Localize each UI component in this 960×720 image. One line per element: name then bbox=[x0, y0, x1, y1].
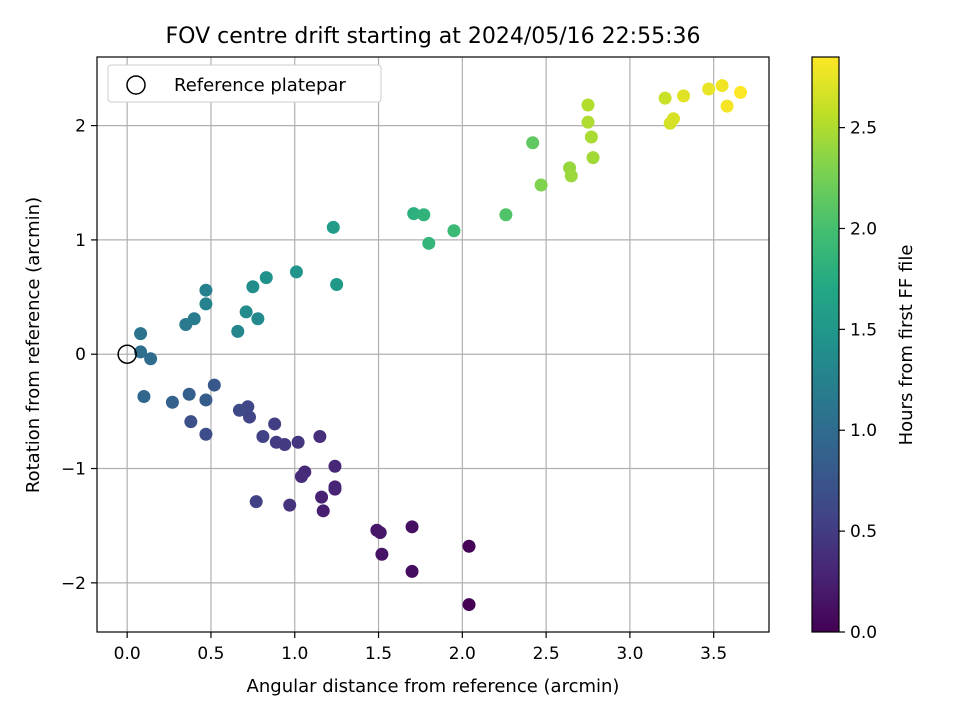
data-point bbox=[677, 89, 691, 103]
data-point bbox=[207, 378, 221, 392]
data-point bbox=[405, 564, 419, 578]
legend: Reference platepar bbox=[107, 64, 382, 103]
data-point bbox=[422, 236, 436, 250]
data-point bbox=[184, 415, 198, 429]
data-point bbox=[199, 427, 213, 441]
colorbar: 0.0 0.5 1.0 1.5 2.0 2.5 Hours from first FF f… bbox=[811, 56, 917, 643]
data-point bbox=[239, 305, 253, 319]
data-point bbox=[417, 208, 431, 222]
data-point bbox=[294, 470, 308, 484]
data-point bbox=[407, 207, 421, 221]
data-point bbox=[370, 523, 384, 537]
colorbar-tick-label: 1.5 bbox=[850, 320, 877, 340]
y-tick-label: 0 bbox=[75, 345, 86, 365]
colorbar-label: Hours from first FF file bbox=[896, 245, 917, 446]
colorbar-tick-label: 1.0 bbox=[850, 421, 877, 441]
data-point bbox=[144, 352, 158, 366]
data-point bbox=[259, 271, 273, 285]
data-point bbox=[137, 390, 151, 404]
data-point bbox=[375, 547, 389, 561]
data-point bbox=[231, 324, 245, 338]
data-point bbox=[251, 312, 265, 326]
legend-box bbox=[107, 64, 382, 103]
data-point bbox=[499, 208, 513, 222]
data-point bbox=[720, 99, 734, 113]
data-point bbox=[581, 115, 595, 129]
y-tick-label: 2 bbox=[75, 117, 86, 137]
data-point bbox=[291, 435, 305, 449]
data-point bbox=[242, 410, 256, 424]
data-point bbox=[586, 151, 600, 165]
data-point bbox=[199, 393, 213, 407]
data-point bbox=[564, 169, 578, 183]
x-tick-label: 3.0 bbox=[616, 644, 643, 664]
colorbar-tick-label: 2.5 bbox=[850, 119, 877, 139]
data-point bbox=[526, 136, 540, 150]
x-tick-label: 2.0 bbox=[449, 644, 476, 664]
x-axis-ticks: 0.0 0.5 1.0 1.5 2.0 2.5 3.0 3.5 bbox=[114, 632, 727, 664]
chart-title: FOV centre drift starting at 2024/05/16 … bbox=[166, 24, 701, 49]
data-point bbox=[165, 395, 179, 409]
legend-marker bbox=[126, 75, 146, 95]
reference-marker bbox=[117, 344, 137, 364]
colorbar-gradient bbox=[811, 56, 840, 633]
data-point bbox=[268, 417, 282, 431]
data-point bbox=[289, 265, 303, 279]
x-tick-label: 0.5 bbox=[197, 644, 224, 664]
data-point bbox=[269, 435, 283, 449]
data-point bbox=[199, 283, 213, 297]
colorbar-tick-label: 0.0 bbox=[850, 623, 877, 643]
legend-entry: Reference platepar bbox=[174, 75, 346, 96]
x-tick-label: 3.5 bbox=[700, 644, 727, 664]
data-point bbox=[328, 480, 342, 494]
data-point bbox=[232, 403, 246, 417]
x-tick-label: 1.0 bbox=[281, 644, 308, 664]
data-point bbox=[330, 277, 344, 291]
data-point bbox=[462, 539, 476, 553]
colorbar-tick-label: 0.5 bbox=[850, 522, 877, 542]
data-point bbox=[581, 98, 595, 112]
data-point bbox=[405, 520, 419, 534]
data-point bbox=[326, 220, 340, 234]
reference-point bbox=[117, 344, 137, 364]
data-points bbox=[134, 79, 748, 612]
data-point bbox=[134, 345, 148, 359]
x-tick-label: 2.5 bbox=[533, 644, 560, 664]
colorbar-tick-label: 2.0 bbox=[850, 219, 877, 239]
y-tick-label: −1 bbox=[61, 460, 86, 480]
data-point bbox=[182, 387, 196, 401]
data-point bbox=[534, 178, 548, 192]
x-tick-label: 1.5 bbox=[365, 644, 392, 664]
grid bbox=[97, 57, 769, 632]
data-point bbox=[283, 498, 297, 512]
y-axis-label: Rotation from reference (arcmin) bbox=[23, 197, 44, 493]
data-point bbox=[316, 504, 330, 518]
data-point bbox=[256, 430, 270, 444]
data-point bbox=[447, 224, 461, 238]
plot-frame bbox=[96, 56, 770, 633]
data-point bbox=[313, 430, 327, 444]
data-point bbox=[658, 91, 672, 105]
data-point bbox=[734, 85, 748, 99]
y-tick-label: 1 bbox=[75, 231, 86, 251]
data-point bbox=[199, 297, 213, 311]
data-point bbox=[187, 312, 201, 326]
data-point bbox=[715, 79, 729, 93]
data-point bbox=[584, 130, 598, 144]
data-point bbox=[462, 598, 476, 612]
data-point bbox=[315, 490, 329, 504]
data-point bbox=[249, 495, 263, 509]
colorbar-ticks: 0.0 0.5 1.0 1.5 2.0 2.5 bbox=[839, 119, 877, 643]
data-point bbox=[666, 112, 680, 126]
x-tick-label: 0.0 bbox=[114, 644, 141, 664]
data-point bbox=[702, 82, 716, 96]
data-point bbox=[134, 327, 148, 341]
y-tick-label: −2 bbox=[61, 574, 86, 594]
data-point bbox=[246, 280, 260, 294]
x-axis-label: Angular distance from reference (arcmin) bbox=[247, 676, 620, 697]
y-axis-ticks: −2 −1 0 1 2 bbox=[61, 117, 97, 594]
data-point bbox=[328, 459, 342, 473]
